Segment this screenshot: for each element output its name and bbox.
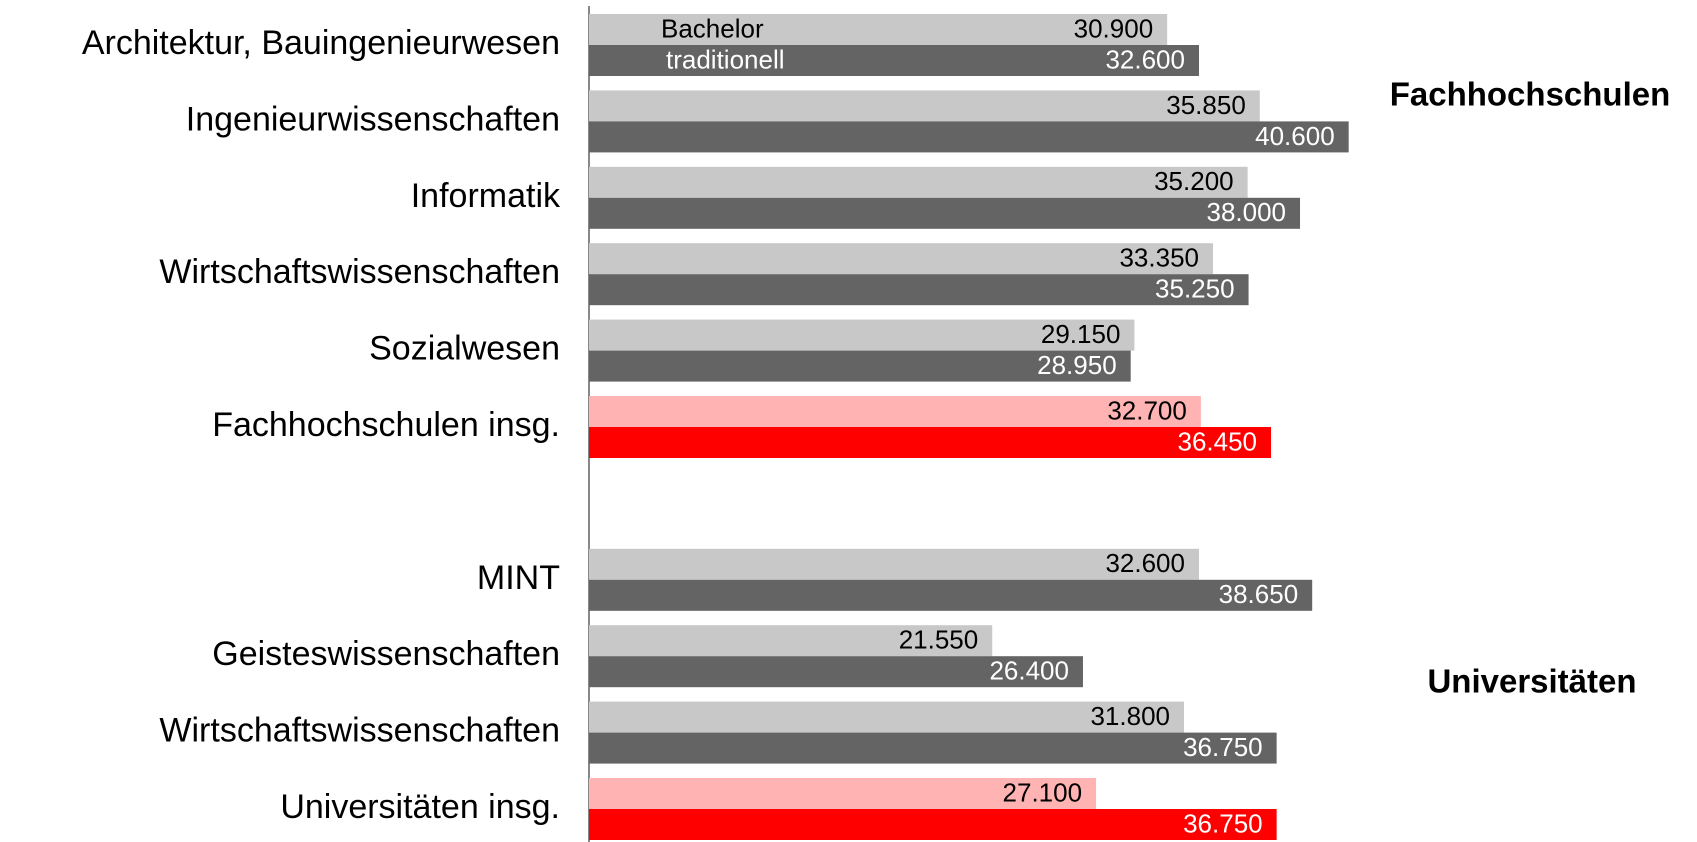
section-label: Universitäten [1427, 663, 1636, 700]
value-label: 32.600 [1105, 44, 1185, 74]
value-label: 30.900 [1074, 13, 1154, 43]
category-label: Fachhochschulen insg. [212, 406, 560, 444]
bar [589, 45, 1199, 76]
category-label: Architektur, Bauingenieurwesen [82, 24, 560, 62]
value-label: 38.000 [1206, 197, 1286, 227]
value-label: 36.750 [1183, 808, 1263, 838]
value-label: 38.650 [1219, 579, 1299, 609]
bar [589, 166, 1248, 198]
value-label: 21.550 [899, 625, 979, 655]
legend-label: traditionell [666, 44, 785, 74]
bar [589, 778, 1097, 809]
bar [589, 701, 1185, 733]
value-label: 36.750 [1183, 732, 1263, 762]
value-label: 29.150 [1041, 319, 1121, 349]
value-label: 32.700 [1107, 395, 1187, 425]
value-label: 31.800 [1090, 701, 1170, 731]
bar [589, 90, 1260, 122]
bar [589, 625, 993, 657]
category-label: Wirtschaftswissenschaften [159, 712, 560, 750]
value-label: 32.600 [1105, 548, 1185, 578]
category-label: Wirtschaftswissenschaften [159, 253, 560, 291]
value-label: 33.350 [1119, 243, 1199, 273]
legend-label: Bachelor [661, 13, 764, 43]
category-label: Geisteswissenschaften [212, 635, 560, 673]
bar [589, 350, 1131, 382]
section-label: Fachhochschulen [1390, 76, 1671, 113]
bar [589, 319, 1135, 351]
bar [589, 427, 1272, 458]
category-label: Ingenieurwissenschaften [186, 100, 560, 138]
bar [589, 656, 1083, 688]
category-label: Informatik [411, 177, 561, 215]
bar [589, 274, 1249, 306]
category-label: Universitäten insg. [280, 788, 560, 826]
value-label: 35.850 [1166, 90, 1246, 120]
value-label: 36.450 [1177, 426, 1257, 456]
bar [589, 14, 1168, 45]
category-label: MINT [477, 559, 560, 597]
bar [589, 809, 1277, 840]
bar [589, 121, 1349, 153]
bar [589, 396, 1201, 427]
value-label: 27.100 [1003, 777, 1083, 807]
bar [589, 243, 1214, 275]
bar [589, 732, 1277, 764]
bar [589, 548, 1199, 580]
value-label: 40.600 [1255, 121, 1335, 151]
value-label: 35.200 [1154, 166, 1234, 196]
category-label: Sozialwesen [369, 330, 560, 368]
bar [589, 197, 1301, 229]
bar [589, 579, 1313, 611]
value-label: 35.250 [1155, 274, 1235, 304]
value-label: 28.950 [1037, 350, 1117, 380]
value-label: 26.400 [989, 656, 1069, 686]
